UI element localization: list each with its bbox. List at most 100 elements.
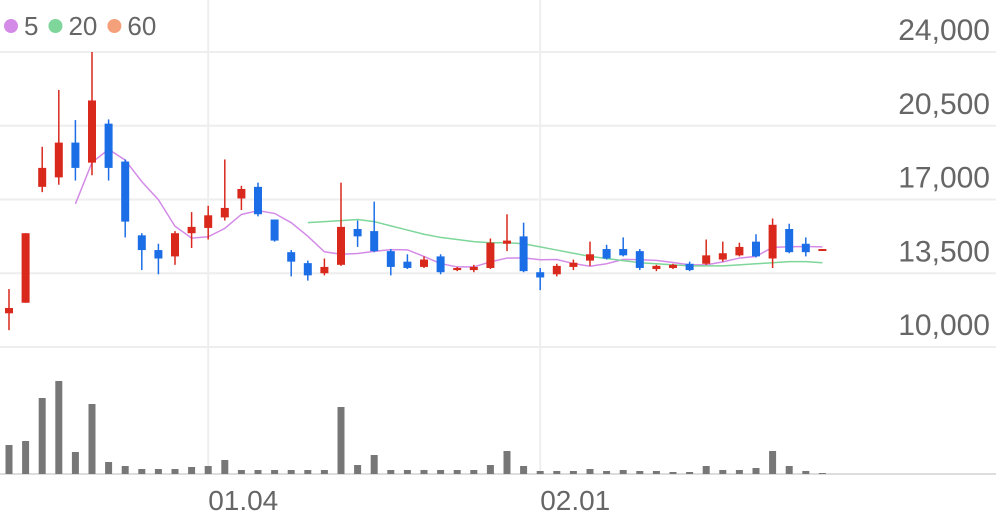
candle-body xyxy=(619,249,628,256)
volume-bar xyxy=(105,462,113,474)
candle-body xyxy=(21,233,30,303)
candle-body xyxy=(536,272,545,278)
volume-bar xyxy=(387,470,395,474)
volume-bar xyxy=(403,470,411,474)
legend-dot xyxy=(48,19,63,33)
ma-line xyxy=(307,218,823,267)
volume-bar xyxy=(420,470,428,474)
volume-bar xyxy=(171,469,179,474)
candle-body xyxy=(586,254,594,261)
candle-body xyxy=(503,240,511,244)
candle-body xyxy=(801,243,810,253)
volume-bar xyxy=(237,470,245,474)
candle-body xyxy=(702,255,711,264)
candle-body xyxy=(768,224,777,259)
volume-bar xyxy=(320,470,328,474)
candle-body xyxy=(104,123,113,168)
volume-bar xyxy=(221,460,229,474)
candle-body xyxy=(602,249,611,259)
candle-body xyxy=(287,252,296,262)
volume-bar xyxy=(520,466,528,474)
volume-bar xyxy=(304,470,312,474)
legend-dot xyxy=(107,19,122,33)
candle-body xyxy=(171,233,179,257)
candle-body xyxy=(386,251,395,267)
volume-bar xyxy=(188,467,196,474)
candle-body xyxy=(420,259,428,267)
candle-body xyxy=(669,264,677,268)
y-tick-label: 24,000 xyxy=(898,14,990,47)
volume-bar xyxy=(553,471,561,474)
candle-body xyxy=(137,235,146,251)
legend-dot xyxy=(4,19,18,33)
candle-body xyxy=(685,263,694,271)
y-tick-label: 10,000 xyxy=(898,309,990,342)
candle-body xyxy=(237,188,246,199)
volume-bar xyxy=(5,445,13,474)
candle-body xyxy=(752,241,760,257)
volume-bar xyxy=(503,451,511,474)
x-tick-label: 02.01 xyxy=(540,485,610,516)
volume-bar xyxy=(121,466,129,474)
candle-body xyxy=(320,266,329,274)
candle-body xyxy=(552,265,561,275)
y-tick-label: 17,000 xyxy=(898,162,990,195)
candle-body xyxy=(254,186,262,215)
candle-body xyxy=(519,236,528,272)
volume-bar xyxy=(719,470,727,474)
candle-body xyxy=(5,308,13,314)
volume-bar xyxy=(271,470,279,474)
legend-label: 60 xyxy=(127,11,156,41)
candle-body xyxy=(818,249,827,252)
legend-label: 5 xyxy=(24,11,38,41)
volume-bar xyxy=(337,407,345,474)
candle-body xyxy=(469,266,478,271)
volume-bar xyxy=(785,466,793,474)
volume-bar xyxy=(603,471,611,474)
volume-bar xyxy=(686,472,694,474)
volume-bar xyxy=(702,466,710,474)
ma-line xyxy=(74,148,823,268)
volume-bar xyxy=(437,470,445,474)
volume-bar xyxy=(38,398,46,474)
candle-body xyxy=(635,251,644,268)
volume-bar xyxy=(669,472,677,474)
volume-bar xyxy=(470,470,478,474)
volume-bar xyxy=(636,471,644,474)
volume-bar xyxy=(71,452,79,474)
candle-body xyxy=(370,231,379,252)
candle-body xyxy=(353,229,362,237)
candle-body xyxy=(54,142,63,178)
candle-body xyxy=(220,207,229,218)
volume-bar xyxy=(287,470,295,474)
volume-bar xyxy=(818,473,826,474)
volume-bar xyxy=(769,451,777,474)
candle-body xyxy=(436,256,445,273)
volume-bar xyxy=(254,470,262,474)
candle-body xyxy=(270,219,279,241)
candle-body xyxy=(88,100,96,163)
volume-bar xyxy=(204,466,212,474)
candle-body xyxy=(718,253,727,260)
volume-bar xyxy=(802,471,810,474)
volume-bar xyxy=(586,469,594,474)
candle-body xyxy=(187,226,196,234)
candle-body xyxy=(303,263,312,276)
candle-body xyxy=(403,261,412,268)
volume-bar xyxy=(88,404,96,474)
volume-bar xyxy=(370,455,378,474)
volume-bar xyxy=(138,469,146,474)
candle-body xyxy=(453,267,462,271)
candle-body xyxy=(154,250,163,259)
y-tick-label: 20,500 xyxy=(898,88,990,121)
y-tick-label: 13,500 xyxy=(898,235,990,268)
volume-bar xyxy=(735,470,743,474)
volume-bar xyxy=(154,469,162,474)
volume-bar xyxy=(453,470,461,474)
candle-body xyxy=(38,167,47,187)
volume-bar xyxy=(486,465,494,474)
volume-bar xyxy=(55,381,63,474)
candle-body xyxy=(121,161,130,222)
candle-body xyxy=(71,142,80,168)
